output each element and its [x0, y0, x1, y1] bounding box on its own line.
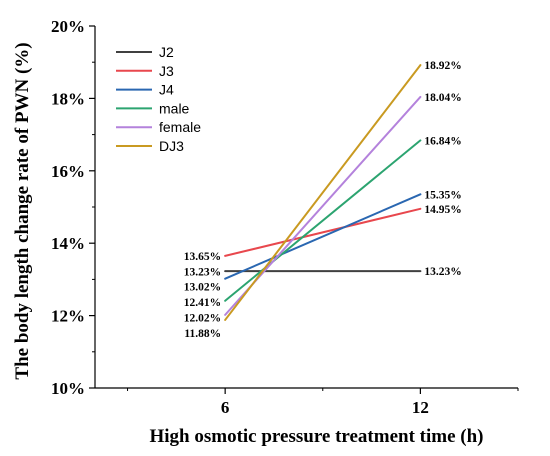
legend-label-DJ3: DJ3	[159, 138, 184, 154]
data-label-J2-start: 13.23%	[184, 266, 221, 278]
data-label-J3-end: 14.95%	[424, 204, 461, 216]
data-label-male-start: 12.41%	[184, 297, 221, 309]
data-label-J4-end: 15.35%	[424, 189, 461, 201]
y-tick-label: 14%	[51, 234, 85, 253]
y-tick-label: 18%	[51, 89, 85, 108]
legend-label-J3: J3	[159, 63, 174, 79]
x-tick-label: 6	[221, 398, 230, 417]
y-axis-title: The body length change rate of PWN (%)	[12, 42, 33, 379]
series-line-DJ3	[224, 64, 422, 321]
data-label-J3-start: 13.65%	[184, 251, 221, 263]
series-line-J3	[224, 207, 422, 257]
data-labels: 13.65% 13.23% 13.02% 12.41% 12.02% 11.88% 13.2…	[184, 60, 462, 340]
legend: J2 J3 J4 male female DJ3	[116, 44, 201, 154]
legend-label-J2: J2	[159, 44, 174, 60]
data-label-female-start: 12.02%	[184, 312, 221, 324]
legend-label-J4: J4	[159, 82, 174, 98]
x-tick-label: 12	[412, 398, 429, 417]
data-label-J4-start: 13.02%	[184, 282, 221, 294]
data-label-male-end: 16.84%	[424, 135, 461, 147]
legend-label-female: female	[159, 119, 201, 135]
series-line-J4	[224, 193, 422, 280]
y-tick-label: 10%	[51, 379, 85, 398]
data-label-female-end: 18.04%	[424, 92, 461, 104]
series-lines	[224, 64, 422, 321]
y-tick-label: 20%	[51, 17, 85, 36]
legend-label-male: male	[159, 100, 190, 116]
x-axis-title: High osmotic pressure treatment time (h)	[149, 426, 483, 447]
data-label-DJ3-start: 11.88%	[184, 328, 221, 340]
series-line-male	[224, 139, 422, 302]
data-label-J2-end: 13.23%	[424, 266, 461, 278]
data-label-DJ3-end: 18.92%	[424, 60, 461, 72]
y-tick-label: 16%	[51, 162, 85, 181]
axes: 10% 12% 14% 16% 18% 20% 6 12	[51, 17, 519, 417]
y-tick-label: 12%	[51, 307, 85, 326]
